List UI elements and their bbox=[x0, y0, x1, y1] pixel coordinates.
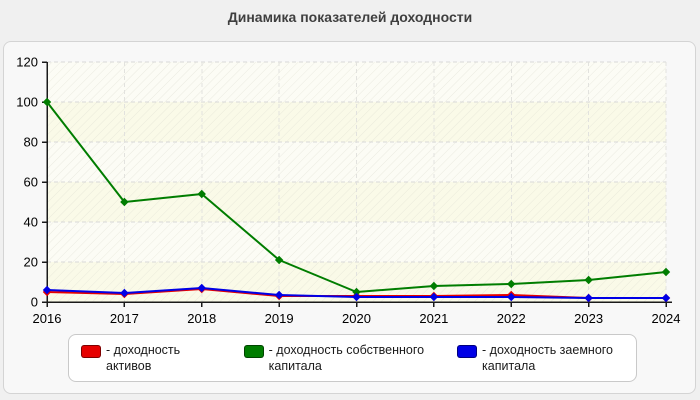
data-point-marker bbox=[352, 292, 361, 302]
y-tick-label: 100 bbox=[16, 95, 38, 110]
y-tick-label: 0 bbox=[31, 295, 38, 310]
series-1 bbox=[42, 97, 671, 297]
data-point-marker bbox=[507, 292, 516, 302]
chart-plot: 0 20 40 60 80 100 120 2016 2017 2018 2019 2020 2021 2… bbox=[16, 55, 680, 327]
legend-item-return-on-debt: - доходность заемного капитала bbox=[457, 343, 626, 374]
legend-swatch-blue-icon bbox=[457, 345, 478, 358]
data-point-marker bbox=[197, 189, 206, 199]
data-point-marker bbox=[42, 97, 52, 107]
legend-item-return-on-equity: - доходность собственного капитала bbox=[243, 343, 431, 374]
data-point-marker bbox=[661, 267, 671, 277]
x-tick-label: 2020 bbox=[342, 311, 371, 326]
x-tick-label: 2021 bbox=[419, 311, 448, 326]
data-point-marker bbox=[274, 290, 284, 300]
data-point-marker bbox=[120, 288, 129, 298]
data-point-marker bbox=[584, 275, 593, 285]
x-tick-label: 2019 bbox=[265, 311, 294, 326]
x-tick-label: 2024 bbox=[652, 311, 681, 326]
legend-label: - доходность заемного капитала bbox=[482, 343, 614, 373]
chart-legend: - доходность активов - доходность собств… bbox=[68, 334, 637, 382]
x-tick-label: 2023 bbox=[574, 311, 603, 326]
x-tick-label: 2016 bbox=[33, 311, 62, 326]
y-tick-label: 40 bbox=[24, 215, 38, 230]
legend-swatch-green-icon bbox=[243, 345, 264, 358]
data-point-marker bbox=[429, 281, 439, 291]
y-tick-label: 60 bbox=[24, 175, 38, 190]
data-point-marker bbox=[661, 293, 671, 303]
series-2 bbox=[42, 283, 671, 303]
data-point-marker bbox=[352, 287, 361, 297]
data-point-marker bbox=[584, 293, 593, 303]
x-tick-label: 2018 bbox=[187, 311, 216, 326]
data-point-marker bbox=[120, 197, 129, 207]
y-tick-label: 120 bbox=[16, 55, 38, 70]
y-tick-label: 20 bbox=[24, 255, 38, 270]
page-title: Динамика показателей доходности bbox=[227, 9, 473, 25]
x-tick-label: 2017 bbox=[110, 311, 139, 326]
y-tick-label: 80 bbox=[24, 135, 38, 150]
legend-label: - доходность активов bbox=[106, 343, 181, 373]
chart-panel: 0 20 40 60 80 100 120 2016 2017 2018 2019 2020 2021 2… bbox=[3, 41, 696, 394]
legend-swatch-red-icon bbox=[81, 345, 101, 358]
x-tick-label: 2022 bbox=[497, 311, 526, 326]
legend-label: - доходность собственного капитала bbox=[268, 343, 425, 373]
data-point-marker bbox=[507, 279, 516, 289]
data-point-marker bbox=[42, 285, 52, 295]
data-point-marker bbox=[429, 292, 439, 302]
axis-labels: 0 20 40 60 80 100 120 2016 2017 2018 2019 2020 2021 2… bbox=[16, 55, 680, 327]
data-point-marker bbox=[197, 283, 206, 293]
legend-item-return-on-assets: - доходность активов bbox=[81, 343, 218, 374]
